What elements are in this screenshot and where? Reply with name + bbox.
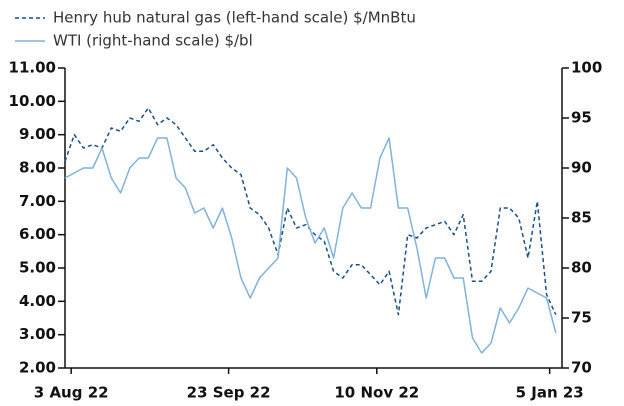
y2-tick-label: 75 (571, 309, 592, 327)
y-tick-label: 11.00 (9, 59, 56, 77)
y-tick-label: 2.00 (19, 359, 56, 377)
y-tick-label: 5.00 (19, 259, 56, 277)
y-tick-label: 6.00 (19, 225, 56, 243)
y2-tick-label: 80 (571, 259, 592, 277)
legend-label: Henry hub natural gas (left-hand scale) … (53, 9, 416, 27)
y2-tick-label: 95 (571, 109, 592, 127)
series-line (64, 137, 557, 354)
y2-tick-label: 85 (571, 209, 592, 227)
y-tick-label: 10.00 (9, 92, 56, 110)
x-tick-label: 10 Nov 22 (334, 384, 419, 402)
y2-tick-label: 100 (571, 59, 602, 77)
legend-label: WTI (right-hand scale) $/bl (53, 32, 253, 50)
y-tick-label: 7.00 (19, 192, 56, 210)
x-tick-label: 23 Sep 22 (187, 384, 271, 402)
y-tick-label: 9.00 (19, 125, 56, 143)
y2-tick-label: 70 (571, 359, 592, 377)
x-tick-label: 3 Aug 22 (34, 384, 109, 402)
y-tick-label: 4.00 (19, 292, 56, 310)
y-tick-label: 3.00 (19, 325, 56, 343)
y-tick-label: 8.00 (19, 159, 56, 177)
x-tick-label: 5 Jan 23 (516, 384, 584, 402)
series-line (64, 107, 557, 316)
y2-tick-label: 90 (571, 159, 592, 177)
